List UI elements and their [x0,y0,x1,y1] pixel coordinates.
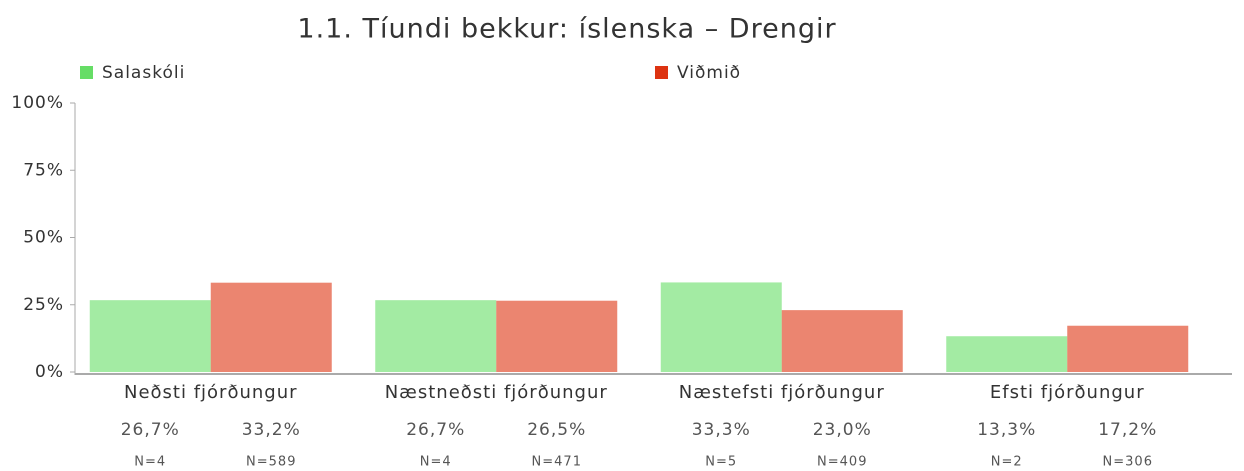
value-label: 33,3% [692,420,751,440]
value-label: 17,2% [1098,420,1157,440]
bar [781,310,903,372]
n-label: N=471 [532,455,582,470]
legend-label: Salaskóli [102,63,185,83]
legend-swatch [80,66,93,79]
n-label: N=409 [817,455,867,470]
n-label: N=5 [705,455,737,470]
value-label: 33,2% [242,420,301,440]
x-tick-label: Efsti fjórðungur [990,382,1145,403]
value-label: 23,0% [813,420,872,440]
bar [496,300,618,372]
y-tick-label: 0% [35,362,64,382]
value-label: 13,3% [977,420,1036,440]
x-tick-label: Næstefsti fjórðungur [679,382,885,403]
chart-title: 1.1. Tíundi bekkur: íslenska – Drengir [297,14,836,45]
x-tick-label: Neðsti fjórðungur [124,382,298,403]
n-label: N=2 [991,455,1023,470]
value-label: 26,7% [406,420,465,440]
bar [375,300,497,372]
n-label: N=4 [134,455,166,470]
n-label: N=589 [246,455,296,470]
value-label: 26,7% [121,420,180,440]
legend-label: Viðmið [677,63,741,83]
y-tick-label: 75% [23,160,64,180]
n-label: N=306 [1103,455,1153,470]
y-tick-label: 100% [11,93,64,113]
bar [1067,325,1189,372]
bar [89,300,211,372]
n-label: N=4 [420,455,452,470]
y-tick-label: 50% [23,228,64,248]
y-tick-label: 25% [23,295,64,315]
bar [946,336,1068,372]
x-tick-label: Næstneðsti fjórðungur [385,382,608,403]
value-label: 26,5% [527,420,586,440]
legend-swatch [655,66,668,79]
bar [210,282,332,372]
bar [660,282,782,372]
